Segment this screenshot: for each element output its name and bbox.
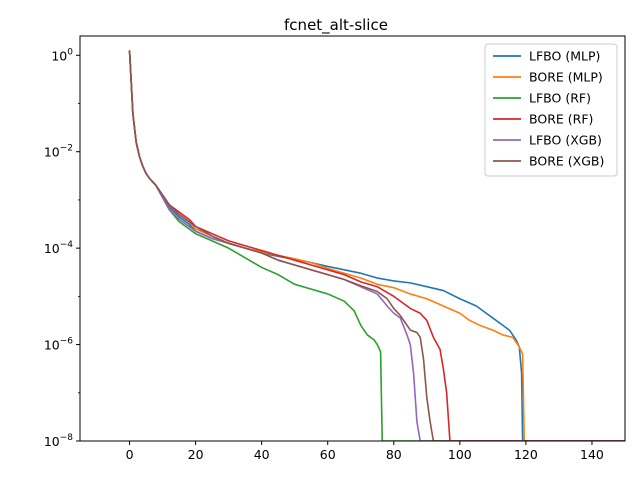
legend-label: BORE (RF)	[529, 112, 593, 127]
legend: LFBO (MLP) BORE (MLP) LFBO (RF) BORE (RF) LF…	[484, 43, 618, 177]
legend-label: LFBO (XGB)	[529, 133, 602, 148]
legend-label: BORE (XGB)	[529, 154, 604, 169]
x-tick-label: 100	[448, 447, 472, 462]
x-tick-label: 0	[126, 447, 134, 462]
chart-title: fcnet_alt-slice	[284, 16, 388, 35]
x-tick-label: 40	[254, 447, 270, 462]
plot-frame	[79, 35, 626, 442]
x-tick-label: 120	[514, 447, 538, 462]
y-tick-label: 100	[51, 47, 73, 63]
y-tick-label: 10−4	[44, 240, 73, 256]
x-tick-label: 20	[188, 447, 204, 462]
axes-layer: 0 20 40 60 80 100 120 140 100 10−2 10−4 10−6 10−8	[44, 35, 626, 462]
series-layer	[128, 50, 625, 441]
x-tick-label: 140	[580, 447, 604, 462]
legend-label: LFBO (MLP)	[529, 49, 600, 64]
y-tick-label: 10−6	[44, 337, 73, 353]
y-tick-label: 10−2	[44, 144, 73, 160]
series-line-5	[128, 50, 625, 441]
legend-label: BORE (MLP)	[529, 70, 603, 85]
x-tick-label: 60	[320, 447, 336, 462]
legend-label: LFBO (RF)	[529, 91, 591, 106]
x-tick-label: 80	[386, 447, 402, 462]
y-tick-label: 10−8	[44, 433, 73, 449]
